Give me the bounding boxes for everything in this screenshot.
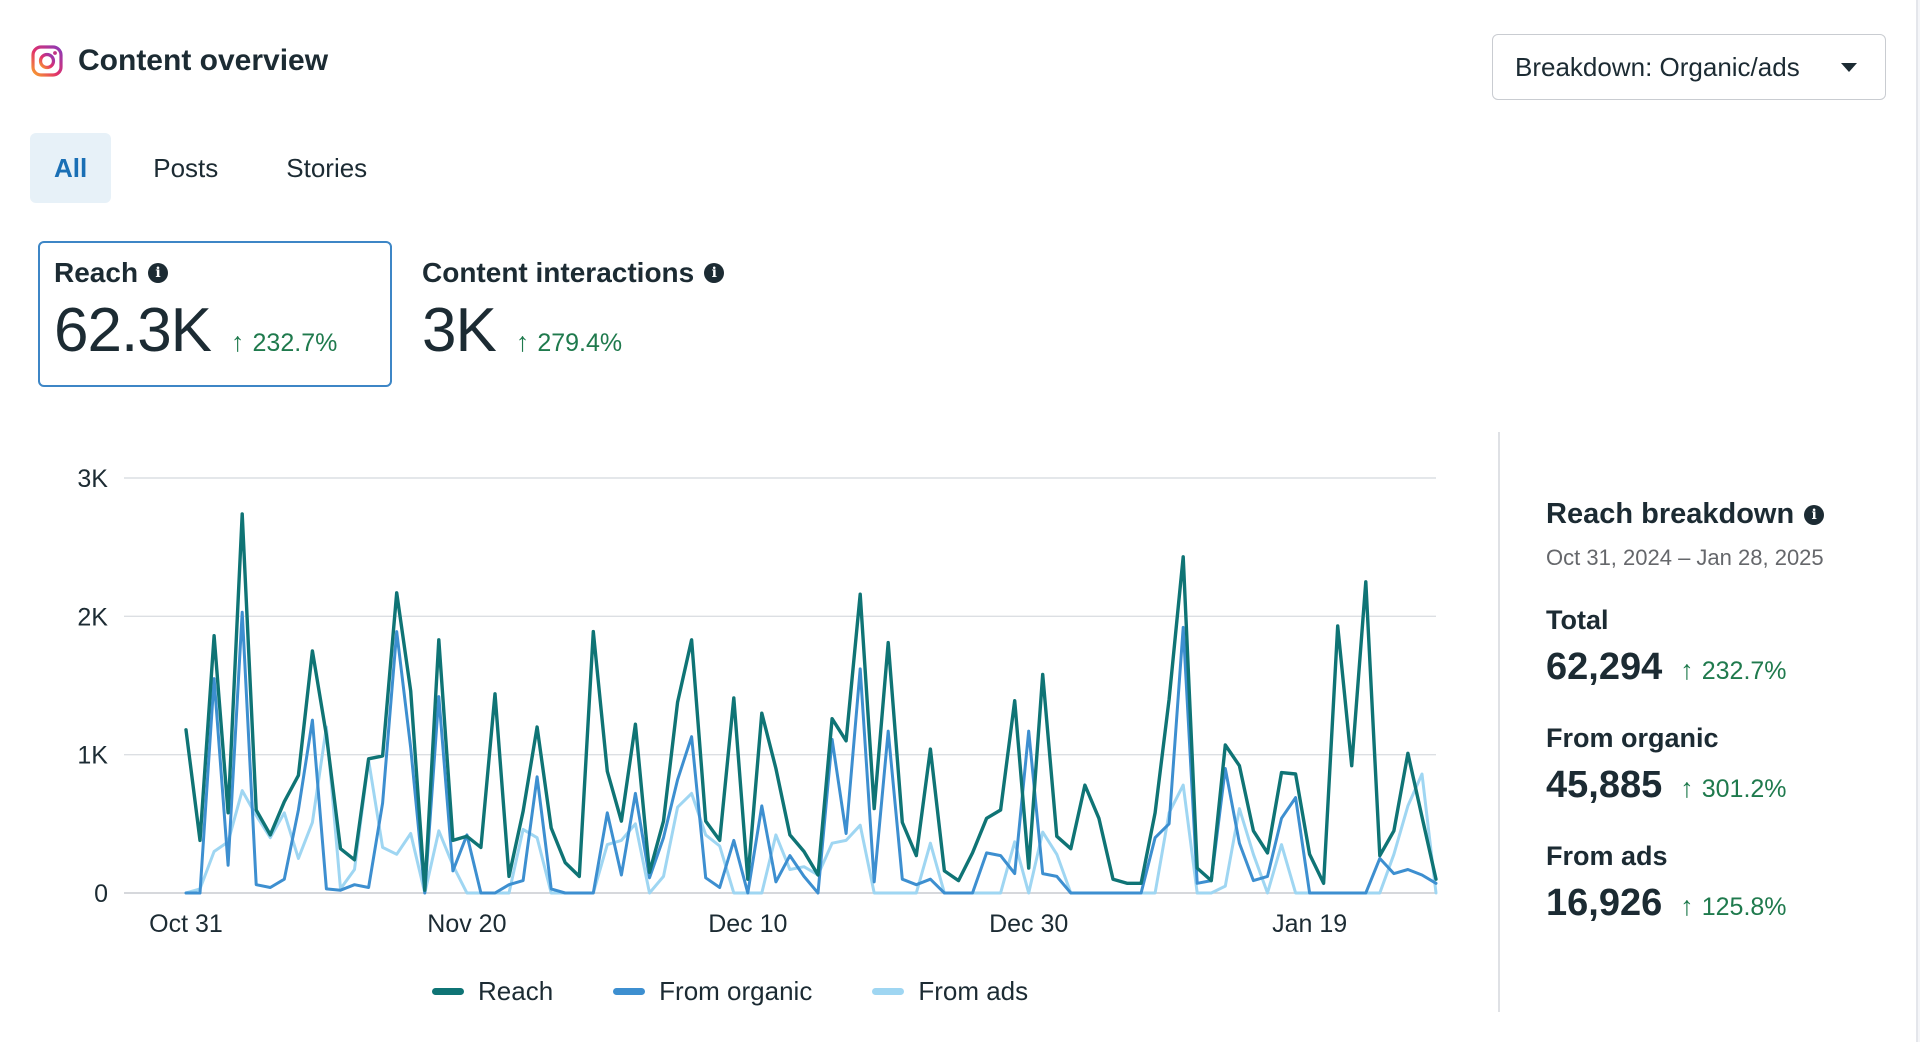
- metric-label-row: Reach i: [54, 257, 376, 289]
- stat-label: Total: [1546, 605, 1609, 635]
- reach-line-chart[interactable]: 0 1K 2K 3K Oct 31 Nov 20 Dec 10 Dec 30 Jan 19: [0, 430, 1480, 1040]
- stat-delta: ↑ 125.8%: [1680, 891, 1786, 922]
- stat-value: 45,885: [1546, 764, 1663, 806]
- breakdown-title-row: Reach breakdown i: [1546, 498, 1896, 531]
- x-tick-label: Dec 10: [708, 910, 787, 938]
- metric-label: Reach: [54, 257, 139, 288]
- arrow-up-icon: ↑: [1680, 891, 1694, 921]
- legend-swatch: [432, 988, 464, 995]
- legend-label: From ads: [918, 976, 1029, 1006]
- stat-value: 16,926: [1546, 882, 1663, 924]
- metric-delta-value: 232.7%: [252, 329, 338, 357]
- metric-value-row: 3K ↑ 279.4%: [422, 295, 842, 366]
- stat-from-organic: From organic 45,885 ↑ 301.2%: [1546, 723, 1896, 807]
- stat-delta-value: 125.8%: [1701, 893, 1787, 921]
- stat-total: Total 62,294 ↑ 232.7%: [1546, 605, 1896, 689]
- breakdown-title: Reach breakdown: [1546, 498, 1795, 530]
- legend-item-reach[interactable]: Reach: [432, 976, 553, 1007]
- stat-delta-value: 232.7%: [1701, 657, 1787, 685]
- legend-label: From organic: [659, 976, 813, 1006]
- y-tick-label: 0: [94, 880, 108, 908]
- stat-value: 62,294: [1546, 646, 1663, 688]
- x-tick-label: Nov 20: [427, 910, 506, 938]
- series-line-from-ads: [184, 725, 1438, 895]
- stat-delta-value: 301.2%: [1701, 775, 1787, 803]
- legend-swatch: [872, 988, 905, 995]
- tab-posts[interactable]: Posts: [153, 152, 219, 183]
- info-icon[interactable]: i: [704, 263, 725, 283]
- instagram-icon: [31, 45, 63, 77]
- series-line-from-organic: [184, 610, 1438, 895]
- arrow-up-icon: ↑: [1680, 655, 1694, 685]
- stat-delta: ↑ 301.2%: [1680, 773, 1786, 804]
- arrow-up-icon: ↑: [515, 327, 530, 357]
- breakdown-date-range: Oct 31, 2024 – Jan 28, 2025: [1546, 545, 1824, 570]
- info-icon[interactable]: i: [1804, 504, 1825, 525]
- stat-label: From ads: [1546, 841, 1668, 871]
- reach-breakdown-panel: Reach breakdown i Oct 31, 2024 – Jan 28,…: [1546, 498, 1896, 925]
- stat-from-ads: From ads 16,926 ↑ 125.8%: [1546, 841, 1896, 925]
- metric-delta-value: 279.4%: [537, 329, 623, 357]
- legend-item-from-organic[interactable]: From organic: [613, 976, 812, 1007]
- x-tick-label: Jan 19: [1272, 910, 1347, 938]
- info-icon[interactable]: i: [148, 263, 169, 283]
- metric-delta: ↑ 279.4%: [516, 327, 622, 358]
- metric-value: 62.3K: [54, 296, 212, 365]
- series-line-reach: [184, 512, 1438, 892]
- y-tick-label: 3K: [77, 465, 108, 493]
- tab-all[interactable]: All: [30, 133, 112, 203]
- legend-swatch: [613, 988, 646, 995]
- metric-delta: ↑ 232.7%: [231, 327, 337, 358]
- y-tick-label: 1K: [77, 742, 108, 770]
- y-tick-label: 2K: [77, 603, 108, 631]
- card-title: Content overview: [78, 44, 329, 77]
- content-tabs: All Posts Stories: [30, 133, 409, 203]
- metric-card-reach[interactable]: Reach i 62.3K ↑ 232.7%: [38, 241, 392, 387]
- x-tick-label: Oct 31: [149, 910, 223, 938]
- x-tick-label: Dec 30: [989, 910, 1068, 938]
- metric-label-row: Content interactions i: [422, 257, 842, 289]
- caret-down-icon: [1841, 62, 1857, 72]
- panel-divider: [1498, 432, 1500, 1012]
- tab-stories[interactable]: Stories: [286, 152, 368, 183]
- legend-item-from-ads[interactable]: From ads: [872, 976, 1028, 1007]
- chart-legend: Reach From organic From ads: [432, 976, 1088, 1007]
- stat-label: From organic: [1546, 723, 1719, 753]
- arrow-up-icon: ↑: [231, 327, 245, 357]
- metric-value: 3K: [422, 296, 497, 365]
- arrow-up-icon: ↑: [1680, 773, 1694, 803]
- stat-row: 45,885 ↑ 301.2%: [1546, 764, 1896, 807]
- metric-label: Content interactions: [422, 257, 695, 288]
- breakdown-dropdown-label: Breakdown: Organic/ads: [1515, 51, 1800, 82]
- stat-row: 16,926 ↑ 125.8%: [1546, 882, 1896, 925]
- legend-label: Reach: [478, 976, 554, 1006]
- breakdown-dropdown[interactable]: Breakdown: Organic/ads: [1492, 34, 1886, 100]
- stat-row: 62,294 ↑ 232.7%: [1546, 646, 1896, 689]
- metric-card-content-interactions[interactable]: Content interactions i 3K ↑ 279.4%: [422, 241, 842, 387]
- card-header: Content overview: [30, 44, 328, 78]
- metric-value-row: 62.3K ↑ 232.7%: [54, 295, 376, 366]
- stat-delta: ↑ 232.7%: [1680, 655, 1786, 686]
